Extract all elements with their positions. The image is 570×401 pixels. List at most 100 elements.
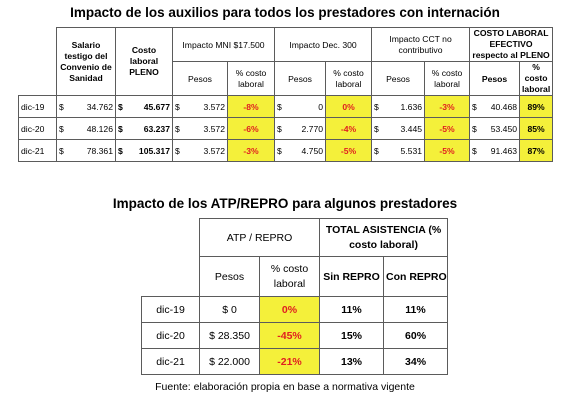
cell-mni-pct: -8% bbox=[226, 95, 276, 118]
cell-ef-pct: 87% bbox=[519, 139, 554, 162]
currency: $ bbox=[472, 101, 477, 112]
currency: $ bbox=[374, 145, 379, 156]
value: 63.237 bbox=[143, 123, 170, 134]
cell-ef-pesos: $40.468 bbox=[469, 95, 521, 118]
value: 3.572 bbox=[203, 123, 225, 134]
cell-salario: $48.126 bbox=[56, 117, 116, 140]
currency: $ bbox=[59, 123, 64, 134]
cell-pesos: $ 28.350 bbox=[199, 322, 260, 349]
value: 78.361 bbox=[86, 145, 113, 156]
value: 0 bbox=[318, 101, 324, 112]
cell-con-repro: 60% bbox=[383, 322, 449, 349]
cell-mni-pct: -6% bbox=[226, 117, 276, 140]
currency: $ bbox=[374, 123, 379, 134]
value: 105.317 bbox=[138, 145, 170, 156]
subheader-con-repro: Con REPRO bbox=[383, 256, 449, 297]
row-label: dic-19 bbox=[141, 296, 200, 323]
subheader-pct: % costo laboral bbox=[325, 61, 373, 96]
subheader-pesos: Pesos bbox=[469, 61, 521, 96]
corner-cell bbox=[142, 219, 200, 257]
cell-salario: $34.762 bbox=[56, 95, 116, 118]
source-note: Fuente: elaboración propia en base a nor… bbox=[155, 381, 415, 393]
row-label: dic-21 bbox=[18, 139, 57, 162]
cell-costo: $45.677 bbox=[115, 95, 173, 118]
cell-mni-pesos: $3.572 bbox=[172, 95, 228, 118]
subheader-pct: % costo laboral bbox=[519, 61, 554, 96]
cell-costo: $105.317 bbox=[115, 139, 173, 162]
cell-pct: -45% bbox=[258, 322, 321, 349]
value: 5.531 bbox=[400, 145, 423, 156]
subheader-pesos: Pesos bbox=[371, 61, 426, 96]
subheader-pesos: Pesos bbox=[274, 61, 327, 96]
subheader-pct: % costo laboral bbox=[424, 61, 471, 96]
cell-cct-pct: -3% bbox=[424, 95, 471, 118]
cell-dec-pct: 0% bbox=[325, 95, 373, 118]
value: 4.750 bbox=[301, 145, 324, 156]
cell-ef-pct: 89% bbox=[519, 95, 554, 118]
cell-mni-pct: -3% bbox=[226, 139, 276, 162]
cell-mni-pesos: $3.572 bbox=[172, 117, 228, 140]
currency: $ bbox=[277, 101, 282, 112]
currency: $ bbox=[472, 145, 477, 156]
cell-ef-pct: 85% bbox=[519, 117, 554, 140]
cell-dec-pesos: $2.770 bbox=[274, 117, 327, 140]
cell-pesos: $ 22.000 bbox=[199, 348, 260, 375]
currency: $ bbox=[175, 101, 180, 112]
cell-cct-pct: -5% bbox=[424, 139, 471, 162]
value: 2.770 bbox=[301, 123, 324, 134]
currency: $ bbox=[175, 123, 180, 134]
cell-cct-pesos: $3.445 bbox=[371, 117, 426, 140]
row-label: dic-20 bbox=[18, 117, 57, 140]
corner-cell bbox=[19, 28, 57, 62]
auxilios-table: Salario testigo del Convenio de Sanidad … bbox=[18, 27, 554, 162]
cell-mni-pesos: $3.572 bbox=[172, 139, 228, 162]
cell-sin-repro: 15% bbox=[319, 322, 385, 349]
cell-dec-pct: -4% bbox=[325, 117, 373, 140]
header-total-asistencia: TOTAL ASISTENCIA (% costo laboral) bbox=[319, 218, 449, 257]
currency: $ bbox=[277, 145, 282, 156]
cell-ef-pesos: $53.450 bbox=[469, 117, 521, 140]
cell-pct: 0% bbox=[258, 296, 321, 323]
cell-dec-pesos: $4.750 bbox=[274, 139, 327, 162]
cell-dec-pesos: $0 bbox=[274, 95, 327, 118]
table-row: dic-19 $ 0 0% 11% 11% bbox=[141, 296, 449, 323]
cell-pct: -21% bbox=[258, 348, 321, 375]
value: 91.463 bbox=[490, 145, 518, 156]
value: 3.572 bbox=[203, 145, 225, 156]
value: 3.445 bbox=[400, 123, 423, 134]
table-row: dic-20 $48.126 $63.237 $3.572 -6% $2.770… bbox=[18, 117, 554, 140]
subheader-pesos: Pesos bbox=[172, 61, 228, 96]
currency: $ bbox=[59, 101, 64, 112]
cell-pesos: $ 0 bbox=[199, 296, 260, 323]
currency: $ bbox=[59, 145, 64, 156]
value: 48.126 bbox=[86, 123, 113, 134]
currency: $ bbox=[374, 101, 379, 112]
header-costo-pleno: Costo laboral PLENO bbox=[115, 27, 173, 96]
cell-sin-repro: 13% bbox=[319, 348, 385, 375]
cell-cct-pesos: $5.531 bbox=[371, 139, 426, 162]
cell-ef-pesos: $91.463 bbox=[469, 139, 521, 162]
header-cct: Impacto CCT no contributivo bbox=[371, 27, 471, 62]
cell-cct-pct: -5% bbox=[424, 117, 471, 140]
row-label: dic-20 bbox=[141, 322, 200, 349]
subheader-pesos: Pesos bbox=[199, 256, 260, 297]
corner-cell bbox=[19, 62, 57, 96]
header-mni: Impacto MNI $17.500 bbox=[171, 27, 276, 62]
cell-salario: $78.361 bbox=[56, 139, 116, 162]
row-label: dic-19 bbox=[18, 95, 57, 118]
subheader-pct: % costo laboral bbox=[226, 61, 276, 96]
header-salario: Salario testigo del Convenio de Sanidad bbox=[56, 27, 116, 96]
corner-cell bbox=[142, 257, 200, 297]
value: 53.450 bbox=[490, 123, 518, 134]
value: 40.468 bbox=[490, 101, 518, 112]
currency: $ bbox=[118, 145, 123, 156]
table1-title: Impacto de los auxilios para todos los p… bbox=[70, 5, 500, 20]
cell-dec-pct: -5% bbox=[325, 139, 373, 162]
table-row: dic-21 $78.361 $105.317 $3.572 -3% $4.75… bbox=[18, 139, 554, 162]
table-row: dic-19 $34.762 $45.677 $3.572 -8% $0 0% … bbox=[18, 95, 554, 118]
value: 34.762 bbox=[86, 101, 113, 112]
cell-cct-pesos: $1.636 bbox=[371, 95, 426, 118]
table-row: dic-21 $ 22.000 -21% 13% 34% bbox=[141, 348, 449, 375]
table-row: dic-20 $ 28.350 -45% 15% 60% bbox=[141, 322, 449, 349]
cell-con-repro: 34% bbox=[383, 348, 449, 375]
